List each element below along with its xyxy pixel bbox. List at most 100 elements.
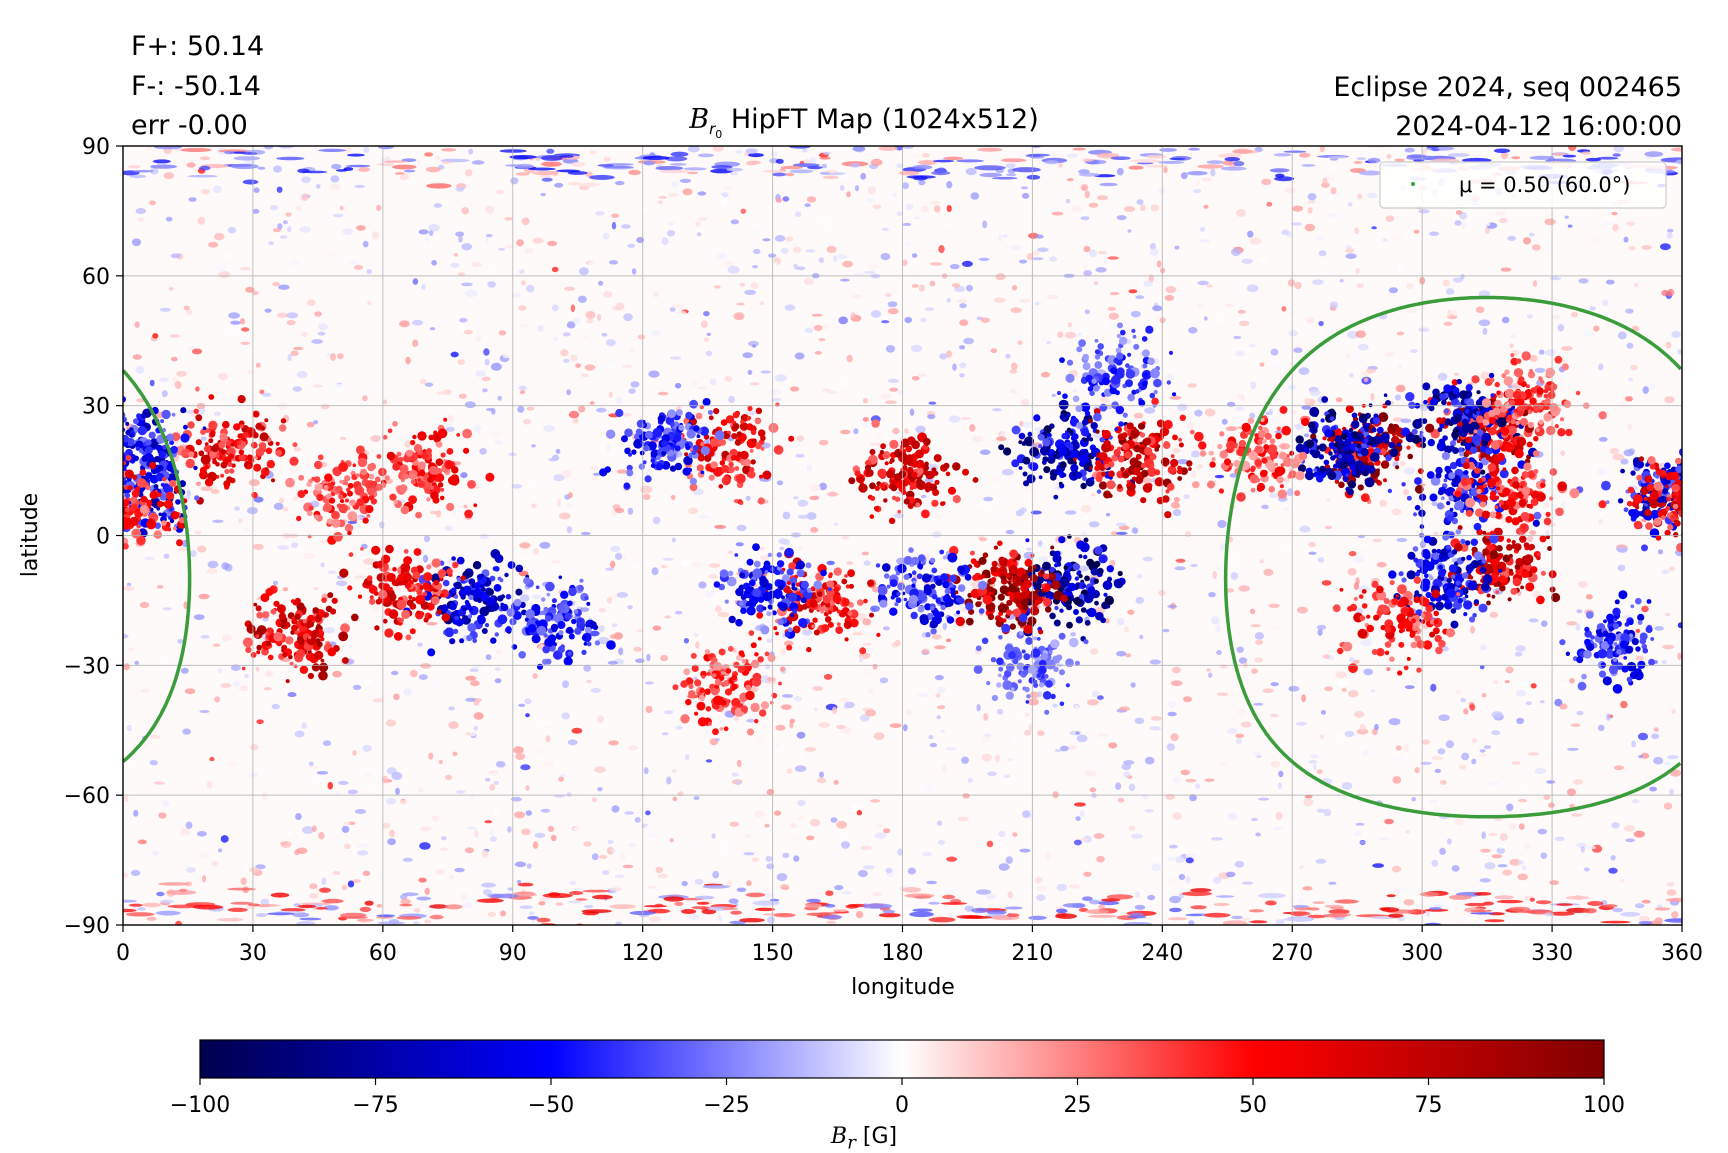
field-speckle (1669, 566, 1675, 572)
field-speckle (550, 834, 557, 842)
field-speckle (473, 712, 484, 720)
field-speckle (1236, 646, 1244, 653)
polar-field-streak (425, 166, 441, 173)
field-speckle (1291, 222, 1302, 226)
polar-field-streak (1381, 907, 1400, 913)
field-speckle (418, 674, 428, 680)
field-speckle (1116, 531, 1128, 536)
field-speckle (1631, 799, 1640, 804)
field-speckle (767, 916, 775, 924)
field-speckle (1510, 334, 1516, 339)
field-speckle (504, 217, 514, 221)
field-speckle (276, 186, 283, 193)
field-speckle (936, 686, 946, 694)
field-speckle (920, 317, 927, 323)
field-speckle (1115, 782, 1122, 790)
active-region-pixel (1318, 443, 1327, 452)
field-speckle (1471, 738, 1478, 744)
active-region-pixel (449, 602, 457, 611)
active-region-pixel (476, 574, 483, 580)
field-speckle (137, 217, 145, 222)
active-region-pixel (1465, 540, 1471, 546)
field-speckle (1355, 330, 1366, 339)
field-speckle (995, 754, 1000, 763)
field-speckle (1194, 409, 1203, 417)
active-region-pixel (1075, 616, 1083, 624)
field-speckle (1199, 239, 1210, 243)
active-region-pixel (1053, 619, 1061, 627)
field-speckle (1163, 533, 1173, 537)
active-region-pixel (1389, 448, 1399, 458)
active-region-pixel (1079, 542, 1090, 553)
active-region-pixel (1380, 460, 1390, 469)
polar-field-streak (1367, 157, 1381, 164)
field-speckle (744, 289, 756, 295)
field-speckle (520, 324, 531, 328)
field-speckle (532, 673, 538, 679)
active-region-pixel (905, 445, 913, 453)
field-speckle (475, 336, 482, 342)
field-speckle (648, 885, 658, 889)
field-speckle (1156, 260, 1162, 268)
field-speckle (309, 883, 318, 890)
field-speckle (992, 408, 1002, 412)
active-region-pixel (1439, 423, 1445, 429)
field-speckle (681, 880, 688, 887)
field-speckle (1477, 886, 1489, 891)
active-region-pixel (1465, 384, 1473, 392)
field-speckle (561, 712, 571, 720)
field-speckle (1529, 354, 1538, 362)
field-speckle (1567, 747, 1579, 751)
field-speckle (1299, 525, 1311, 533)
field-speckle (280, 841, 292, 848)
field-speckle (586, 317, 594, 324)
field-speckle (863, 865, 875, 870)
field-speckle (1235, 738, 1243, 745)
active-region-pixel (1120, 467, 1125, 472)
field-speckle (300, 881, 310, 888)
field-speckle (1388, 287, 1398, 294)
field-speckle (479, 447, 487, 455)
polar-field-streak (1088, 914, 1117, 918)
active-region-pixel (477, 614, 485, 623)
field-speckle (1354, 555, 1365, 564)
polar-field-streak (1257, 893, 1286, 899)
field-speckle (149, 200, 156, 206)
active-region-pixel (1043, 466, 1051, 474)
active-region-pixel (1013, 597, 1020, 605)
field-speckle (289, 845, 295, 850)
field-speckle (1131, 833, 1143, 839)
field-speckle (163, 553, 170, 559)
active-region-pixel (1356, 443, 1362, 449)
active-region-pixel (1027, 616, 1036, 625)
field-speckle (1677, 652, 1682, 660)
active-region-pixel (1338, 448, 1343, 453)
active-region-pixel (381, 554, 391, 564)
field-speckle (867, 262, 879, 270)
active-region-pixel (1521, 555, 1529, 563)
active-region-pixel (1067, 457, 1075, 465)
field-speckle (1247, 230, 1254, 238)
field-speckle (909, 153, 920, 159)
field-speckle (562, 680, 569, 689)
field-speckle (126, 724, 132, 732)
field-speckle (1254, 146, 1263, 153)
field-speckle (1560, 450, 1566, 457)
field-speckle (1074, 704, 1079, 712)
field-speckle (309, 892, 319, 899)
field-speckle (393, 693, 400, 701)
field-speckle (671, 537, 677, 543)
active-region-pixel (1362, 430, 1370, 437)
polar-field-streak (643, 160, 655, 166)
field-speckle (1207, 672, 1213, 678)
field-speckle (199, 852, 208, 859)
field-speckle (703, 439, 710, 445)
field-speckle (1620, 458, 1629, 465)
field-speckle (212, 643, 221, 647)
active-region-pixel (907, 502, 914, 509)
field-speckle (1135, 596, 1144, 604)
field-speckle (1275, 919, 1285, 924)
field-speckle (796, 731, 806, 739)
field-speckle (1185, 857, 1194, 864)
field-speckle (194, 530, 202, 535)
